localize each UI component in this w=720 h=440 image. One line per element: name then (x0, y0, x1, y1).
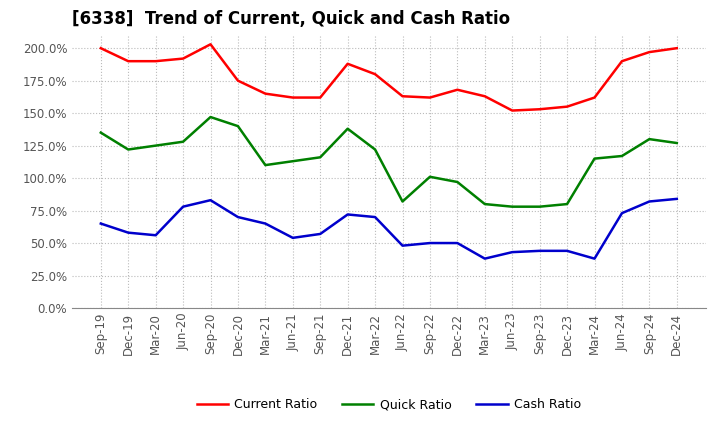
Cash Ratio (508, 249, 516, 255)
Line: Quick Ratio: Quick Ratio (101, 117, 677, 207)
Current Ratio (563, 104, 572, 109)
Quick Ratio (233, 124, 242, 129)
Current Ratio (316, 95, 325, 100)
Current Ratio (645, 49, 654, 55)
Line: Cash Ratio: Cash Ratio (101, 199, 677, 259)
Cash Ratio (645, 199, 654, 204)
Cash Ratio (124, 230, 132, 235)
Cash Ratio (618, 210, 626, 216)
Quick Ratio (672, 140, 681, 146)
Current Ratio (536, 106, 544, 112)
Quick Ratio (480, 202, 489, 207)
Cash Ratio (233, 214, 242, 220)
Quick Ratio (590, 156, 599, 161)
Quick Ratio (398, 199, 407, 204)
Cash Ratio (151, 233, 160, 238)
Cash Ratio (672, 196, 681, 202)
Quick Ratio (96, 130, 105, 135)
Quick Ratio (426, 174, 434, 180)
Cash Ratio (453, 240, 462, 246)
Quick Ratio (618, 154, 626, 159)
Current Ratio (96, 46, 105, 51)
Cash Ratio (96, 221, 105, 226)
Cash Ratio (316, 231, 325, 237)
Cash Ratio (206, 198, 215, 203)
Current Ratio (672, 46, 681, 51)
Current Ratio (508, 108, 516, 113)
Current Ratio (480, 94, 489, 99)
Cash Ratio (536, 248, 544, 253)
Quick Ratio (343, 126, 352, 132)
Current Ratio (261, 91, 270, 96)
Current Ratio (233, 78, 242, 83)
Cash Ratio (179, 204, 187, 209)
Quick Ratio (536, 204, 544, 209)
Quick Ratio (371, 147, 379, 152)
Cash Ratio (371, 214, 379, 220)
Current Ratio (453, 87, 462, 92)
Current Ratio (206, 42, 215, 47)
Quick Ratio (645, 136, 654, 142)
Current Ratio (151, 59, 160, 64)
Cash Ratio (289, 235, 297, 241)
Quick Ratio (508, 204, 516, 209)
Quick Ratio (563, 202, 572, 207)
Cash Ratio (563, 248, 572, 253)
Legend: Current Ratio, Quick Ratio, Cash Ratio: Current Ratio, Quick Ratio, Cash Ratio (192, 393, 586, 416)
Quick Ratio (206, 114, 215, 120)
Quick Ratio (124, 147, 132, 152)
Current Ratio (124, 59, 132, 64)
Current Ratio (371, 72, 379, 77)
Quick Ratio (316, 155, 325, 160)
Quick Ratio (289, 158, 297, 164)
Line: Current Ratio: Current Ratio (101, 44, 677, 110)
Quick Ratio (453, 180, 462, 185)
Quick Ratio (179, 139, 187, 144)
Text: [6338]  Trend of Current, Quick and Cash Ratio: [6338] Trend of Current, Quick and Cash … (72, 10, 510, 28)
Cash Ratio (590, 256, 599, 261)
Cash Ratio (426, 240, 434, 246)
Quick Ratio (261, 162, 270, 168)
Current Ratio (343, 61, 352, 66)
Current Ratio (590, 95, 599, 100)
Current Ratio (289, 95, 297, 100)
Cash Ratio (343, 212, 352, 217)
Current Ratio (426, 95, 434, 100)
Cash Ratio (480, 256, 489, 261)
Current Ratio (618, 59, 626, 64)
Current Ratio (398, 94, 407, 99)
Cash Ratio (261, 221, 270, 226)
Quick Ratio (151, 143, 160, 148)
Cash Ratio (398, 243, 407, 248)
Current Ratio (179, 56, 187, 61)
